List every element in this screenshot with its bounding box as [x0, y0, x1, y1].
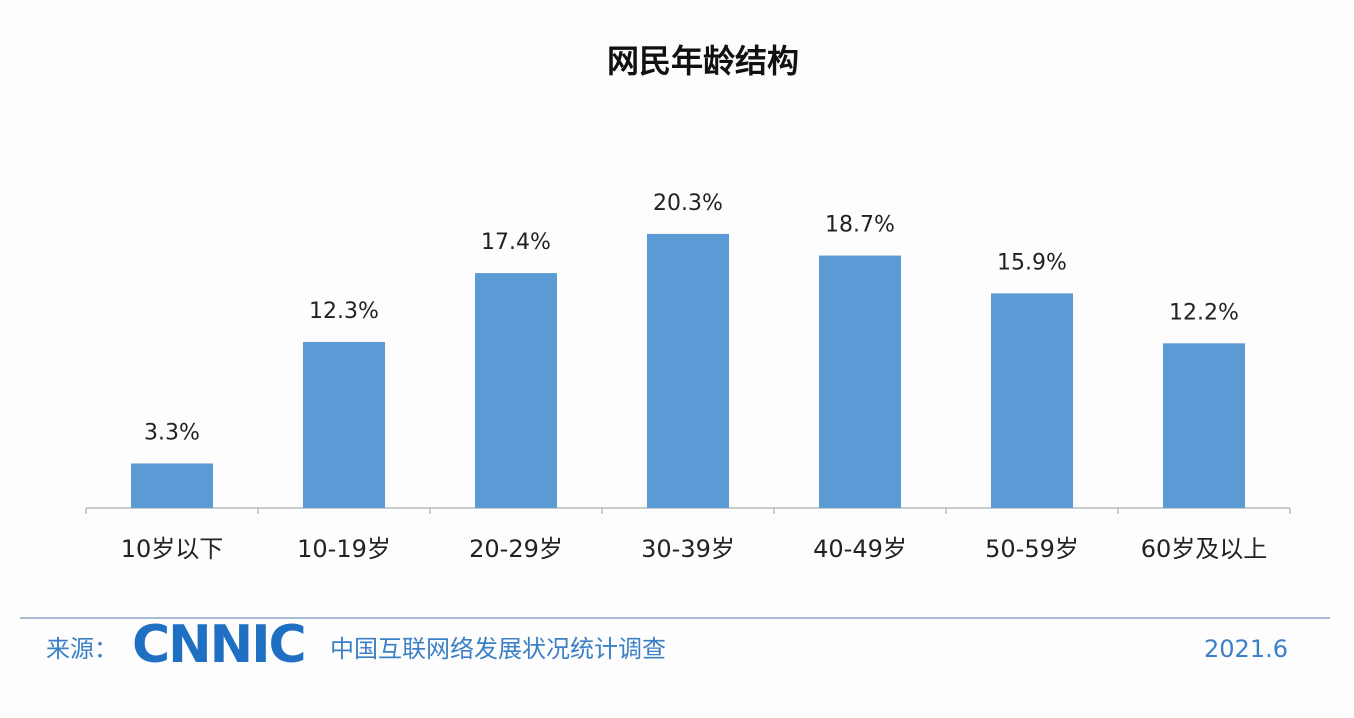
x-tick-label: 60岁及以上 [1141, 535, 1268, 563]
bar [303, 341, 385, 508]
footer-source: 来源： [46, 635, 118, 663]
bar [475, 273, 557, 508]
bar [131, 463, 213, 508]
value-label: 17.4% [481, 230, 551, 255]
value-label: 20.3% [653, 191, 723, 216]
x-tick-label: 30-39岁 [641, 535, 735, 563]
x-tick-label: 50-59岁 [985, 535, 1079, 563]
chart-title: 网民年龄结构 [607, 42, 799, 80]
x-tick-label: 10岁以下 [121, 535, 224, 563]
value-label: 12.2% [1169, 300, 1239, 325]
bar [819, 255, 901, 508]
x-tick-label: 10-19岁 [297, 535, 391, 563]
value-label: 3.3% [144, 420, 200, 445]
bar [1163, 343, 1245, 508]
footer-survey: 中国互联网络发展状况统计调查 [330, 635, 666, 663]
x-tick-label: 20-29岁 [469, 535, 563, 563]
value-label: 18.7% [825, 213, 895, 238]
footer-date: 2021.6 [1204, 635, 1288, 663]
footer-logo: CNNIC [132, 615, 305, 675]
x-tick-label: 40-49岁 [813, 535, 907, 563]
bar [647, 233, 729, 508]
value-label: 12.3% [309, 299, 379, 324]
bar [991, 293, 1073, 508]
value-label: 15.9% [997, 250, 1067, 275]
